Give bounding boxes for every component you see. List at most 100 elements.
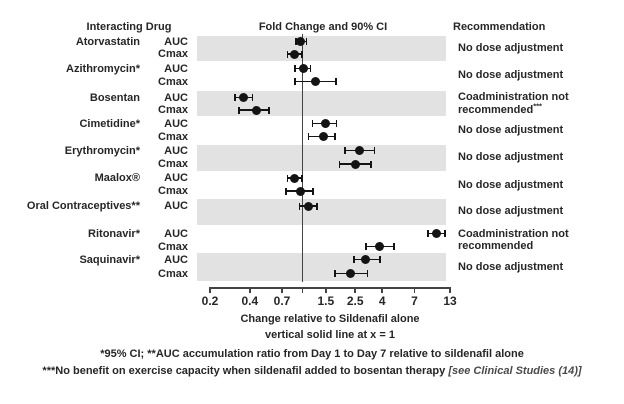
ci-cap-high bbox=[366, 270, 369, 277]
axis-tick-label: 13 bbox=[443, 294, 457, 308]
point-estimate-dot bbox=[298, 64, 308, 73]
ci-cap-low bbox=[237, 106, 240, 114]
point-estimate-dot bbox=[350, 159, 360, 169]
point-estimate-dot bbox=[290, 49, 300, 59]
ci-cap-low bbox=[286, 174, 289, 182]
column-header-fold-change: Fold Change and 90% CI bbox=[258, 21, 388, 33]
group-shaded-band bbox=[197, 144, 446, 171]
footnote-2: ***No benefit on exercise capacity when … bbox=[0, 365, 624, 377]
metric-label: Cmax bbox=[158, 158, 188, 170]
drug-label: Erythromycin* bbox=[64, 144, 140, 157]
point-estimate-dot bbox=[311, 77, 321, 86]
ci-cap-high bbox=[312, 187, 314, 195]
point-estimate-dot bbox=[320, 119, 330, 128]
metric-label: AUC bbox=[164, 227, 188, 240]
ci-cap-high bbox=[316, 202, 318, 210]
footnote-1: *95% CI; **AUC accumulation ratio from D… bbox=[100, 348, 524, 360]
point-estimate-dot bbox=[374, 242, 384, 251]
drug-label: Ritonavir* bbox=[88, 227, 140, 240]
axis-tick bbox=[381, 287, 383, 293]
ci-cap-high bbox=[301, 50, 303, 58]
ci-cap-low bbox=[311, 120, 314, 127]
metric-label: AUC bbox=[164, 91, 188, 104]
metric-label: Cmax bbox=[158, 104, 188, 116]
recommendation-line: No dose adjustment bbox=[458, 205, 564, 217]
recommendation-text: No dose adjustment bbox=[458, 205, 563, 218]
drug-label: Saquinavir* bbox=[79, 253, 140, 266]
drug-label: Bosentan bbox=[89, 91, 140, 104]
recommendation-text: Coadministration not recommended bbox=[458, 228, 569, 253]
ci-cap-low bbox=[294, 65, 297, 72]
recommendation-line: Coadministration not bbox=[458, 227, 569, 240]
axis-tick bbox=[301, 287, 304, 293]
recommendation-line: No dose adjustment bbox=[458, 124, 564, 136]
axis-tick-label: 0.7 bbox=[273, 294, 291, 308]
metric-label: Cmax bbox=[158, 267, 188, 280]
axis-tick bbox=[449, 287, 451, 293]
metric-label: AUC bbox=[164, 62, 188, 75]
ci-cap-low bbox=[353, 256, 355, 263]
point-estimate-dot bbox=[304, 201, 314, 211]
ci-cap-high bbox=[335, 120, 338, 127]
ci-cap-low bbox=[338, 160, 341, 168]
recommendation-text: Coadministration not recommended*** bbox=[458, 91, 569, 116]
axis-tick-label: 0.2 bbox=[201, 294, 219, 308]
metric-label: Cmax bbox=[158, 185, 188, 197]
point-estimate-dot bbox=[432, 229, 442, 238]
x-axis-line bbox=[209, 287, 451, 289]
ci-cap-high bbox=[251, 94, 254, 101]
ci-cap-high bbox=[301, 174, 303, 182]
recommendation-line: No dose adjustment bbox=[458, 178, 564, 191]
group-shaded-band bbox=[197, 199, 446, 225]
metric-label: Cmax bbox=[158, 48, 188, 60]
ci-cap-low bbox=[294, 78, 297, 85]
reference-line-note: vertical solid line at x = 1 bbox=[265, 329, 395, 341]
recommendation-text: No dose adjustment bbox=[458, 69, 563, 82]
ci-cap-high bbox=[268, 106, 271, 114]
axis-tick-label: 7 bbox=[411, 294, 418, 308]
point-estimate-dot bbox=[295, 186, 305, 196]
recommendation-footnote-marker: *** bbox=[533, 100, 542, 110]
recommendation-line: Coadministration not bbox=[458, 91, 569, 103]
column-header-interacting-drug: Interacting Drug bbox=[86, 21, 172, 33]
ci-cap-low bbox=[364, 243, 367, 250]
column-header-recommendation: Recommendation bbox=[453, 21, 546, 33]
footnote-2-text: ***No benefit on exercise capacity when … bbox=[42, 365, 449, 377]
point-estimate-dot bbox=[345, 269, 355, 278]
metric-label: AUC bbox=[164, 117, 188, 130]
ci-cap-low bbox=[294, 38, 297, 45]
point-estimate-dot bbox=[290, 173, 300, 183]
metric-label: Cmax bbox=[158, 130, 188, 143]
recommendation-line: No dose adjustment bbox=[458, 69, 564, 81]
group-shaded-band bbox=[197, 36, 446, 61]
recommendation-line: recommended bbox=[458, 240, 534, 252]
point-estimate-dot bbox=[296, 37, 306, 46]
metric-label: AUC bbox=[164, 253, 188, 266]
ci-cap-high bbox=[393, 243, 395, 250]
metric-label: Cmax bbox=[158, 240, 188, 253]
metric-label: AUC bbox=[164, 35, 188, 48]
recommendation-line: No dose adjustment bbox=[458, 260, 564, 273]
group-shaded-band bbox=[197, 253, 446, 281]
recommendation-line: No dose adjustment bbox=[458, 151, 564, 163]
drug-label: Maalox® bbox=[94, 172, 140, 184]
axis-tick-label: 1.5 bbox=[317, 294, 335, 308]
recommendation-text: No dose adjustment bbox=[458, 151, 563, 164]
ci-cap-high bbox=[373, 147, 376, 154]
ci-cap-low bbox=[298, 202, 301, 210]
drug-label: Atorvastatin bbox=[75, 35, 140, 48]
metric-label: AUC bbox=[164, 172, 188, 184]
ci-cap-high bbox=[305, 38, 308, 45]
axis-tick bbox=[281, 287, 283, 293]
ci-cap-low bbox=[427, 230, 430, 237]
drug-label: Azithromycin* bbox=[66, 62, 140, 75]
metric-label: Cmax bbox=[158, 75, 188, 88]
drug-label: Cimetidine* bbox=[79, 117, 140, 130]
recommendation-text: No dose adjustment bbox=[458, 42, 563, 55]
axis-tick-label: 2.5 bbox=[346, 294, 364, 308]
drug-label: Oral Contraceptives** bbox=[26, 200, 140, 212]
axis-tick-label: 4 bbox=[378, 294, 386, 308]
footnote-2-citation: [see Clinical Studies (14)] bbox=[448, 365, 582, 377]
reference-line-x1 bbox=[301, 34, 304, 282]
